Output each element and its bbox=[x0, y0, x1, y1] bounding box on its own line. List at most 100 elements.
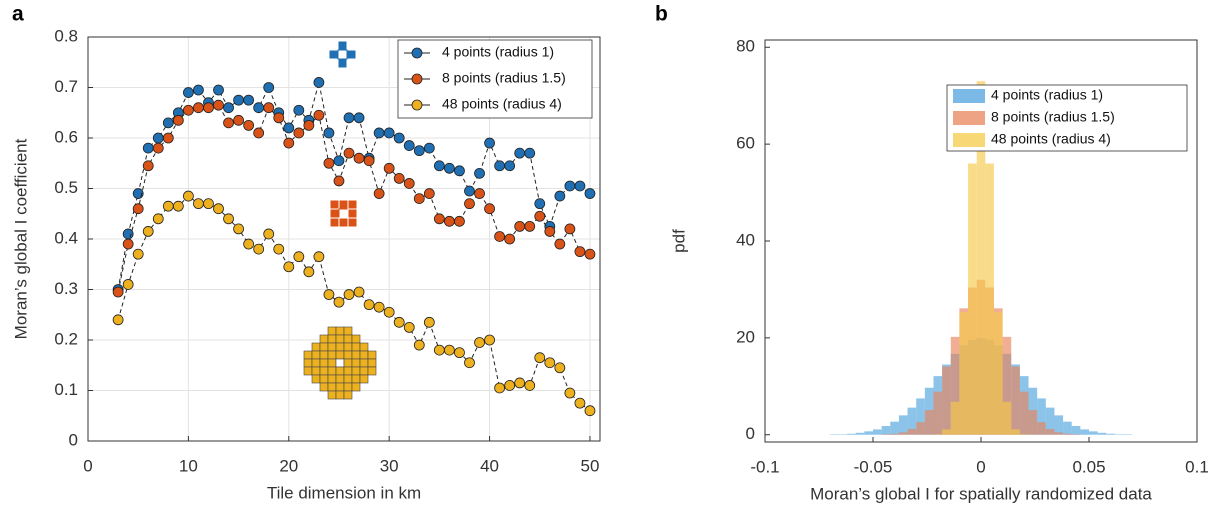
data-point bbox=[475, 168, 485, 178]
data-point bbox=[344, 148, 354, 158]
legend-patch bbox=[953, 89, 985, 103]
histogram-bar bbox=[864, 431, 873, 434]
data-point bbox=[464, 186, 474, 196]
histogram-bar bbox=[942, 429, 951, 434]
data-point bbox=[304, 120, 314, 130]
data-point bbox=[515, 148, 525, 158]
data-point bbox=[214, 204, 224, 214]
data-point bbox=[224, 214, 234, 224]
legend-label: 8 points (radius 1.5) bbox=[442, 70, 566, 86]
data-point bbox=[374, 128, 384, 138]
x-tick-label: 0 bbox=[83, 456, 92, 475]
x-tick-label: 20 bbox=[279, 456, 298, 475]
data-point bbox=[454, 216, 464, 226]
data-point bbox=[274, 113, 284, 123]
disc-icon-cell bbox=[352, 367, 360, 375]
x-tick-label: -0.1 bbox=[750, 457, 779, 476]
data-point bbox=[173, 201, 183, 211]
data-point bbox=[284, 138, 294, 148]
histogram-bar bbox=[908, 429, 917, 435]
grid-icon-cell bbox=[330, 218, 339, 227]
data-point bbox=[234, 115, 244, 125]
disc-icon-cell bbox=[336, 367, 344, 375]
data-point bbox=[153, 133, 163, 143]
data-point bbox=[444, 345, 454, 355]
y-tick-label: 0 bbox=[69, 430, 78, 449]
x-tick-label: 40 bbox=[480, 456, 499, 475]
data-point bbox=[334, 156, 344, 166]
legend-patch bbox=[953, 133, 985, 147]
disc-icon-cell bbox=[336, 327, 344, 335]
histogram-bar bbox=[994, 312, 1003, 435]
disc-icon-cell bbox=[328, 367, 336, 375]
disc-icon-cell bbox=[328, 383, 336, 391]
histogram-bar bbox=[959, 312, 968, 435]
x-tick-label: 0.1 bbox=[1185, 457, 1209, 476]
y-tick-label: 0.2 bbox=[54, 329, 78, 348]
data-point bbox=[324, 128, 334, 138]
data-point bbox=[183, 191, 193, 201]
disc-icon-cell bbox=[328, 391, 336, 399]
data-point bbox=[525, 380, 535, 390]
data-point bbox=[354, 153, 364, 163]
data-point bbox=[183, 88, 193, 98]
disc-icon-cell bbox=[352, 335, 360, 343]
disc-icon-cell bbox=[352, 351, 360, 359]
y-axis-title: pdf bbox=[669, 229, 688, 253]
y-tick-label: 0.6 bbox=[54, 127, 78, 146]
histogram-bar bbox=[899, 415, 908, 434]
disc-icon-cell bbox=[360, 375, 368, 383]
grid-icon-cell bbox=[348, 200, 357, 209]
disc-icon-cell bbox=[328, 343, 336, 351]
data-point bbox=[495, 383, 505, 393]
data-point bbox=[485, 335, 495, 345]
data-point bbox=[444, 163, 454, 173]
data-point bbox=[153, 143, 163, 153]
histogram-bar bbox=[1046, 429, 1055, 435]
data-point bbox=[224, 118, 234, 128]
data-point bbox=[394, 173, 404, 183]
data-point bbox=[485, 204, 495, 214]
histogram-bar bbox=[968, 164, 977, 435]
data-point bbox=[384, 128, 394, 138]
data-point bbox=[444, 216, 454, 226]
histogram-bar bbox=[1098, 433, 1107, 435]
panel-label: b bbox=[655, 3, 668, 26]
disc-icon-cell bbox=[320, 375, 328, 383]
x-axis-title: Tile dimension in km bbox=[267, 483, 421, 502]
disc-icon-cell bbox=[320, 351, 328, 359]
x-tick-label: -0.05 bbox=[854, 457, 893, 476]
data-point bbox=[575, 398, 585, 408]
y-tick-label: 0.8 bbox=[54, 26, 78, 45]
data-point bbox=[113, 315, 123, 325]
y-tick-label: 0 bbox=[746, 424, 755, 443]
data-point bbox=[394, 133, 404, 143]
histogram-bar bbox=[933, 392, 942, 435]
histogram-bar bbox=[925, 410, 934, 435]
disc-icon-cell bbox=[320, 359, 328, 367]
histogram-bar bbox=[1106, 434, 1115, 435]
disc-icon-cell bbox=[344, 327, 352, 335]
data-point bbox=[515, 378, 525, 388]
data-point bbox=[334, 176, 344, 186]
data-point bbox=[254, 103, 264, 113]
y-tick-label: 80 bbox=[736, 37, 755, 56]
y-tick-label: 0.1 bbox=[54, 380, 78, 399]
data-point bbox=[203, 103, 213, 113]
data-point bbox=[344, 113, 354, 123]
data-point bbox=[535, 211, 545, 221]
disc-icon-cell bbox=[344, 383, 352, 391]
histogram-bar bbox=[1003, 402, 1012, 435]
data-point bbox=[565, 181, 575, 191]
data-point bbox=[274, 244, 284, 254]
x-axis-title: Moran’s global I for spatially randomize… bbox=[810, 484, 1152, 503]
data-point bbox=[535, 353, 545, 363]
y-tick-label: 20 bbox=[736, 327, 755, 346]
data-point bbox=[424, 317, 434, 327]
disc-icon-cell bbox=[328, 327, 336, 335]
histogram-bar bbox=[882, 426, 891, 435]
data-point bbox=[555, 363, 565, 373]
data-point bbox=[354, 113, 364, 123]
histogram-bar bbox=[1080, 429, 1089, 434]
x-tick-label: 0.05 bbox=[1072, 457, 1105, 476]
